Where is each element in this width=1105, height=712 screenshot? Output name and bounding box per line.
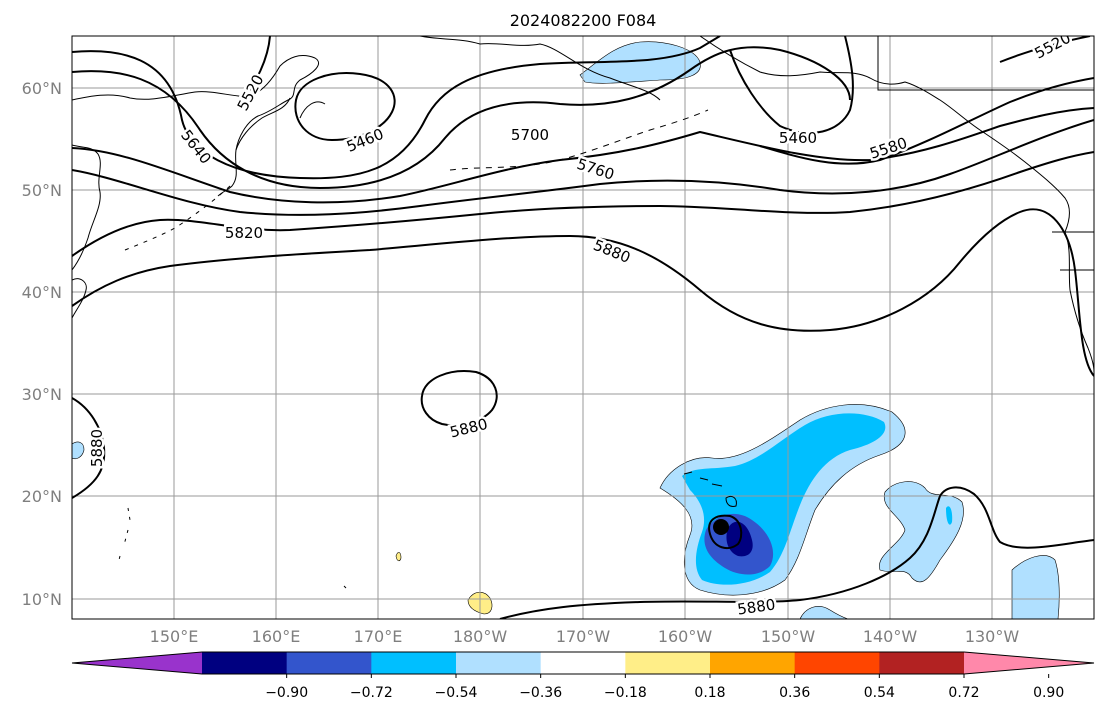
contour-hawaii-low [708,514,743,550]
lon-tick-label: 150°W [761,627,816,646]
contour-5880-west-edge [72,397,106,499]
colorbar-tick-label: −0.54 [435,685,478,701]
contour-label: 5700 [511,126,549,144]
lat-tick-label: 50°N [22,181,62,200]
colorbar-segment [456,652,542,674]
gridlines [72,36,1094,619]
field-deep-sky-blue-east [946,506,953,525]
colorbar-tick-label: −0.36 [519,685,562,701]
coastline-hawaii [683,471,737,507]
colorbar-outline [71,651,1095,675]
colorbar-segment [540,652,626,674]
map-frame [71,35,1095,620]
cyclone-center-marker [713,519,729,535]
contour-5460-low [294,72,396,142]
colorbar-segment [202,652,288,674]
colorbar-tick-label: −0.18 [604,685,647,701]
colorbar-segment [625,652,711,674]
lon-tick-label: 130°W [965,627,1020,646]
field-light-blue-bering [579,41,701,84]
contour-5520-west [244,36,271,97]
lon-tick-label: 160°W [658,627,713,646]
map-title: 2024082200 F084 [510,11,657,30]
contour-label: 5460 [779,129,817,147]
lon-tick-label: 170°E [354,627,403,646]
contour-5760 [72,107,1094,204]
contour-label: 5820 [225,224,263,242]
contour-5460-east [729,36,854,134]
coastline-north-america [1064,231,1094,373]
lat-tick-label: 30°N [22,385,62,404]
lon-tick-label: 180°W [453,627,508,646]
lon-tick-label: 170°W [556,627,611,646]
colorbar-segment [794,652,880,674]
colorbar-tick-label: −0.72 [350,685,393,701]
border-canada-us [877,36,1094,271]
colorbar-segment [286,652,372,674]
colorbar-tick-labels: −0.90 −0.72 −0.54 −0.36 −0.18 0.18 0.36 … [265,685,1064,701]
colorbar-segments [71,651,1095,675]
colorbar-extend-low [72,652,202,674]
colorbar-tick-label: −0.90 [265,685,308,701]
contour-5880-high [420,370,498,427]
contour-5700 [72,46,851,190]
lon-tick-label: 160°E [252,627,301,646]
colorbar-ticks [286,674,1050,678]
colorbar-tick-label: 0.72 [948,685,979,701]
contour-label: 5880 [88,429,106,467]
coastline-aleutians [449,109,709,171]
coastline-alaska [419,36,1070,233]
field-yellow-2 [395,552,402,562]
contour-label: 5880 [736,595,776,618]
height-contours [72,36,1094,619]
colorbar-tick-label: 0.90 [1033,685,1064,701]
colorbar-segment [710,652,796,674]
lat-tick-label: 60°N [22,79,62,98]
lon-tick-label: 140°W [863,627,918,646]
field-light-blue-east-2 [1011,555,1060,619]
colorbar-tick-label: 0.18 [694,685,725,701]
contour-5580 [759,77,1094,165]
contour-5880-a [72,151,1094,257]
colorbar-segment [371,652,457,674]
contour-5820 [72,119,1094,216]
colorbar: −0.90 −0.72 −0.54 −0.36 −0.18 0.18 0.36 … [71,651,1095,701]
field-light-blue-south [799,606,849,619]
colorbar-tick-label: 0.54 [864,685,895,701]
latitude-axis: 10°N 20°N 30°N 40°N 50°N 60°N [22,79,62,609]
longitude-axis: 150°E 160°E 170°E 180°W 170°W 160°W 150°… [150,627,1020,646]
contour-5880-b [72,208,1094,377]
colorbar-segment [879,652,965,674]
colorbar-tick-label: 0.36 [779,685,810,701]
map-panel: 5520 5640 5460 5700 5760 5820 5880 5460 … [71,35,1095,620]
lat-tick-label: 20°N [22,487,62,506]
coastline-kamchatka [235,97,326,151]
field-light-blue-east-1 [879,481,964,583]
field-light-blue-west [72,441,85,460]
lat-tick-label: 40°N [22,283,62,302]
colorbar-extend-high [964,652,1094,674]
contour-5880-south [499,486,1094,619]
lon-tick-label: 150°E [150,627,199,646]
contour-5520-east [999,36,1091,63]
lat-tick-label: 10°N [22,590,62,609]
